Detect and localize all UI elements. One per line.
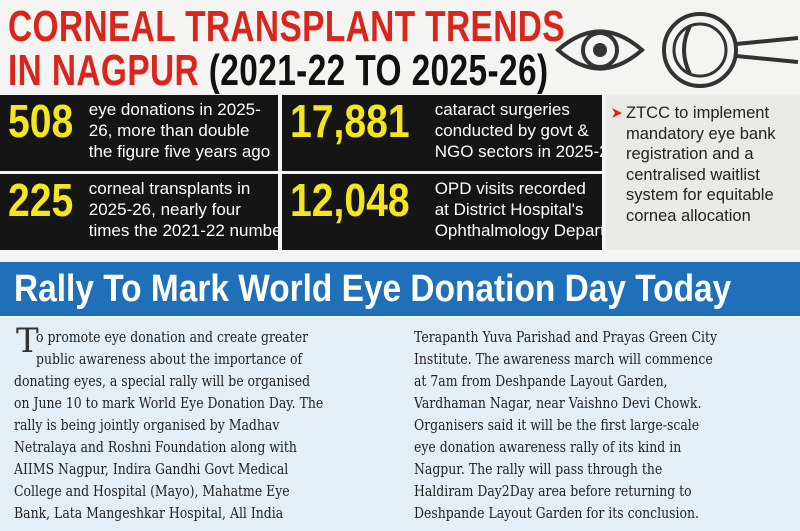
stat-cell: 225 corneal transplants in 2025-26, nearly…: [0, 174, 278, 250]
title: CORNEAL TRANSPLANT TRENDS: [8, 2, 565, 51]
stat-text: eye donations in 2025-: [88, 100, 261, 119]
article-line: Nagpur. The rally will pass through the: [414, 460, 663, 478]
stat-number: 508: [8, 95, 74, 147]
title: IN NAGPUR (2021-22 TO 2025-26): [8, 46, 548, 96]
column: Terapanth Yuva Parishad and Prayas Green…: [414, 326, 794, 524]
article-line: on June 10 to mark World Eye Donation Da…: [14, 394, 324, 412]
stat-text: times the 2021-22 number: [88, 221, 278, 240]
stat-number: 225: [8, 174, 74, 226]
article-line: Institute. The awareness march will comm…: [414, 350, 713, 368]
stat-text: conducted by govt &: [434, 121, 589, 140]
article-line: public awareness about the importance of: [36, 350, 303, 368]
article-line: AIIMS Nagpur, Indira Gandhi Govt Medical: [14, 460, 289, 478]
title-part: IN NAGPUR: [8, 46, 200, 95]
article-line: o promote eye donation and create greate…: [36, 328, 309, 346]
eye-icons: [554, 12, 799, 88]
stat-number: 17,881: [290, 95, 410, 147]
stat-number: 12,048: [290, 174, 410, 226]
article-line: rally is being jointly organised by Madh…: [14, 416, 280, 434]
article-line: Bank, Lata Mangeshkar Hospital, All Indi…: [14, 504, 284, 522]
article: T o promote eye donation and create grea…: [0, 318, 800, 531]
arrow-icon: [612, 108, 622, 118]
article-line: Netralaya and Roshni Foundation along wi…: [14, 438, 297, 456]
stat-text: 2025-26, nearly four: [88, 200, 241, 219]
stat-text: 26, more than double: [88, 121, 250, 140]
article-line: Haldiram Day2Day area before returning t…: [414, 482, 692, 500]
headline: Rally To Mark World Eye Donation Day Tod…: [14, 268, 732, 310]
sidebar-text: centralised waitlist: [626, 165, 760, 184]
stat-cell: 17,881 cataract surgeries conducted by gov…: [282, 95, 602, 171]
sidebar-text: mandatory eye bank: [626, 124, 776, 143]
sidebar-text: system for equitable: [626, 186, 774, 204]
stat-cell: 508 eye donations in 2025- 26, more than d…: [0, 95, 278, 171]
drop-cap: T: [16, 321, 39, 361]
stat-text: NGO sectors in 2025-26: [434, 142, 602, 161]
sidebar-text: ZTCC to implement: [626, 104, 770, 122]
stat-text: the figure five years ago: [88, 142, 271, 161]
column: o promote eye donation and create greate…: [14, 326, 404, 524]
stat-text: Ophthalmology Department in 2025-26: [434, 221, 602, 240]
sidebar: ZTCC to implement mandatory eye bank regis…: [606, 95, 800, 250]
title-part: (2021-22 TO 2025-26): [208, 46, 549, 95]
article-line: College and Hospital (Mayo), Mahatme Eye: [14, 482, 290, 500]
stat-cell: 12,048 OPD visits recorded at District Hos…: [282, 174, 602, 250]
article-line: donating eyes, a special rally will be o…: [14, 372, 311, 390]
article-line: Organisers said it will be the first lar…: [414, 416, 700, 434]
article-line: Vardhaman Nagar, near Vaishno Devi Chowk…: [414, 394, 702, 412]
article-line: Deshpande Layout Garden for its conclusi…: [414, 504, 699, 522]
article-line: eye donation awareness rally of its kind…: [414, 438, 682, 456]
stat-text: OPD visits recorded: [434, 179, 586, 198]
stat-text: corneal transplants in: [88, 179, 251, 198]
sidebar-text: registration and a: [626, 145, 754, 163]
headline-banner: Rally To Mark World Eye Donation Day Tod…: [0, 262, 800, 316]
article-line: Terapanth Yuva Parishad and Prayas Green…: [414, 328, 718, 346]
article-line: at 7am from Deshpande Layout Garden,: [414, 372, 668, 390]
stat-text: at District Hospital's: [434, 200, 584, 219]
stat-text: cataract surgeries: [434, 100, 570, 119]
sidebar-text: cornea allocation: [626, 206, 751, 225]
